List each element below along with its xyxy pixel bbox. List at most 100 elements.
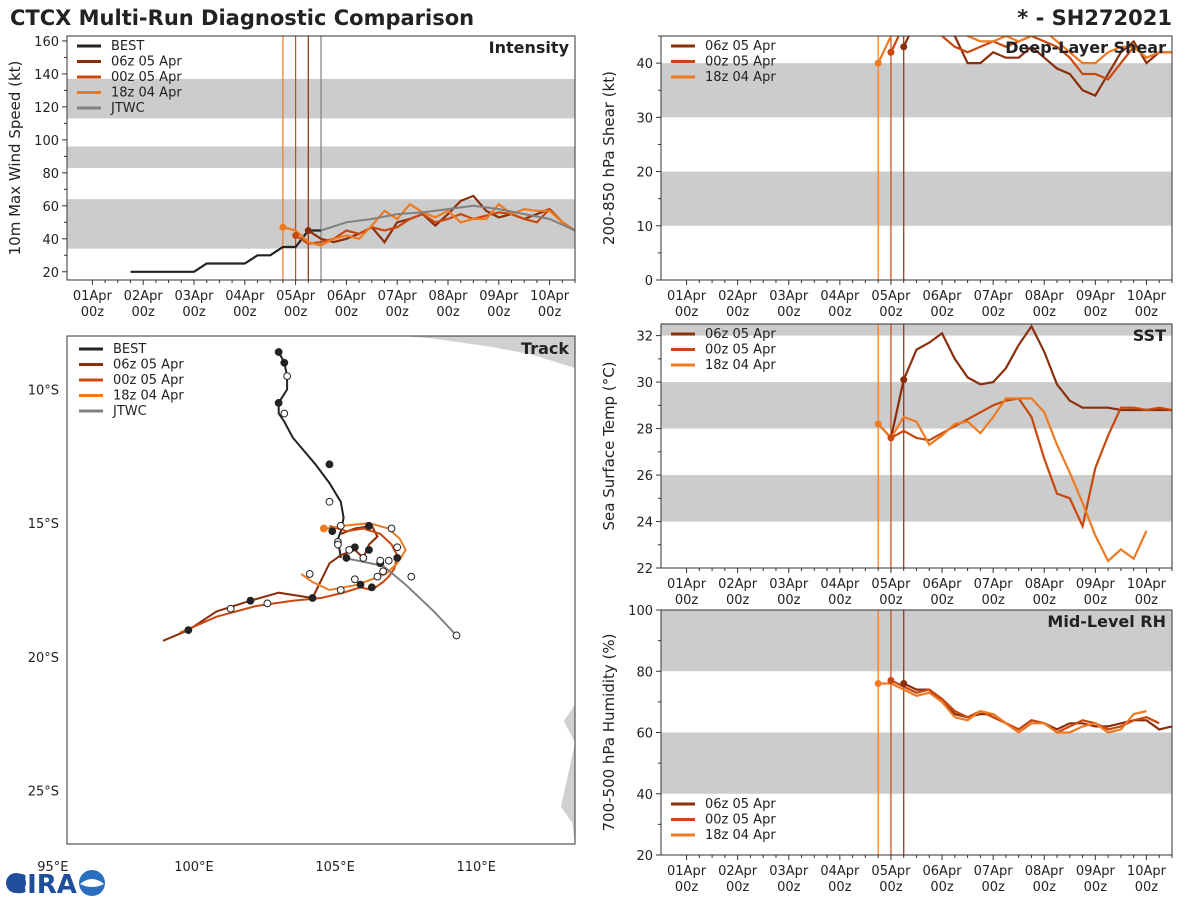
- track-point-00z-05-apr: [305, 570, 314, 578]
- intensity-ytick-label: 100: [34, 134, 59, 149]
- intensity-legend-label-18z-04-apr: 18z 04 Apr: [111, 86, 182, 101]
- rh-start-marker-00z-05-apr: [887, 676, 895, 684]
- track-point-06z-05-apr: [365, 545, 373, 554]
- shear-xtick-hour: 00z: [930, 305, 954, 320]
- intensity-xtick-hour: 00z: [335, 305, 359, 320]
- track-point-00z-05-apr: [336, 521, 345, 530]
- track-ytick-label: 25°S: [28, 785, 59, 800]
- rh-xtick-hour: 00z: [675, 880, 699, 895]
- shear-ytick-label: 10: [636, 220, 653, 235]
- track-point-best: [274, 348, 283, 356]
- sst-xtick-date: 01Apr: [667, 577, 707, 592]
- shear-xtick-date: 07Apr: [974, 289, 1014, 304]
- sst-xtick-hour: 00z: [1135, 593, 1159, 608]
- rh-xtick-date: 07Apr: [974, 864, 1014, 879]
- rh-start-marker-18z-04-apr: [874, 680, 882, 687]
- intensity-xtick-hour: 00z: [182, 305, 206, 320]
- sst-start-marker-00z-05-apr: [887, 434, 895, 442]
- intensity-xtick-date: 09Apr: [479, 289, 519, 304]
- sst-xtick-hour: 00z: [828, 593, 852, 608]
- shear-xtick-hour: 00z: [828, 305, 852, 320]
- intensity-xtick-hour: 00z: [436, 305, 460, 320]
- intensity-ytick-label: 120: [34, 101, 59, 116]
- shear-start-marker-00z-05-apr: [887, 48, 895, 56]
- track-panel-title: Track: [521, 339, 569, 358]
- shear-ytick-label: 0: [645, 274, 653, 289]
- track-point-06z-05-apr: [367, 583, 376, 592]
- rh-xtick-date: 04Apr: [820, 864, 860, 879]
- shear-xtick-date: 06Apr: [923, 289, 963, 304]
- intensity-line-best: [130, 229, 321, 273]
- storm-id: * - SH272021: [1017, 6, 1172, 30]
- sst-band-2: [661, 324, 1172, 336]
- sst-legend-label-00z-05-apr: 00z 05 Apr: [705, 343, 776, 358]
- intensity-panel-title: Intensity: [489, 38, 570, 57]
- sst-panel-title: SST: [1133, 326, 1166, 345]
- intensity-xtick-date: 01Apr: [73, 289, 113, 304]
- shear-legend-label-06z-05-apr: 06z 05 Apr: [705, 39, 776, 54]
- rh-xtick-hour: 00z: [879, 880, 903, 895]
- sst-ytick-label: 32: [636, 330, 653, 345]
- track-legend-label-00z-05-apr: 00z 05 Apr: [113, 373, 184, 388]
- track-legend-label-best: BEST: [113, 342, 146, 357]
- shear-xtick-date: 09Apr: [1076, 289, 1116, 304]
- track-line-00z-05-apr: [179, 524, 399, 634]
- shear-xtick-hour: 00z: [1033, 305, 1057, 320]
- logo-wave-icon: [80, 879, 104, 887]
- track-point-00z-05-apr: [350, 575, 359, 584]
- shear-xtick-date: 01Apr: [667, 289, 707, 304]
- track-point-18z-04-apr: [319, 524, 328, 533]
- intensity-start-marker-00z-05-apr: [292, 231, 300, 239]
- shear-panel-title: Deep-Layer Shear: [1005, 38, 1166, 57]
- rh-line-00z-05-apr: [890, 679, 1160, 734]
- sst-line-06z-05-apr: [889, 324, 1172, 439]
- track-point-00z-05-apr: [263, 599, 272, 608]
- track-point-06z-05-apr: [184, 626, 193, 635]
- track-point-best: [325, 497, 334, 506]
- rh-legend-label-06z-05-apr: 06z 05 Apr: [705, 797, 776, 812]
- rh-xtick-hour: 00z: [726, 880, 750, 895]
- rh-ytick-label: 20: [636, 849, 653, 864]
- shear-xtick-hour: 00z: [981, 305, 1005, 320]
- rh-xtick-hour: 00z: [1084, 880, 1108, 895]
- intensity-series-group: [130, 194, 575, 273]
- intensity-line-jtwc: [320, 204, 575, 232]
- sst-xtick-hour: 00z: [1033, 593, 1057, 608]
- rh-ytick-label: 60: [636, 727, 653, 742]
- sst-xtick-hour: 00z: [777, 593, 801, 608]
- track-map-group: [162, 336, 575, 844]
- rh-xtick-hour: 00z: [930, 880, 954, 895]
- shear-ylabel: 200-850 hPa Shear (kt): [600, 71, 618, 245]
- track-ytick-label: 10°S: [28, 383, 59, 398]
- rh-ylabel: 700-500 hPa Humidity (%): [600, 633, 618, 831]
- track-point-best: [280, 358, 289, 367]
- rh-xtick-date: 03Apr: [769, 864, 809, 879]
- shear-ytick-label: 40: [636, 57, 653, 72]
- sst-xtick-date: 08Apr: [1025, 577, 1065, 592]
- rh-line-18z-04-apr: [878, 682, 1147, 734]
- track-point-00z-05-apr: [345, 545, 354, 554]
- track-line-jtwc: [343, 556, 458, 637]
- shear-xtick-date: 05Apr: [871, 289, 911, 304]
- track-point-best: [274, 398, 283, 407]
- sst-ytick-label: 26: [636, 469, 653, 484]
- track-point-06z-05-apr: [356, 580, 365, 589]
- intensity-ytick-label: 160: [34, 35, 59, 50]
- sst-xtick-hour: 00z: [981, 593, 1005, 608]
- rh-panel: 2040608010001Apr00z02Apr00z03Apr00z04Apr…: [600, 604, 1173, 895]
- track-point-06z-05-apr: [342, 554, 351, 562]
- track-point-06z-05-apr: [246, 596, 255, 605]
- intensity-ytick-label: 40: [42, 233, 59, 248]
- logo-text: CIRA: [8, 870, 77, 900]
- sst-xtick-hour: 00z: [930, 593, 954, 608]
- track-xtick-label: 110°E: [456, 860, 496, 875]
- rh-band-1: [661, 610, 1172, 672]
- shear-line-00z-05-apr: [890, 36, 1172, 81]
- shear-band-0: [661, 171, 1172, 226]
- intensity-legend-label-best: BEST: [111, 39, 144, 54]
- intensity-xtick-date: 10Apr: [530, 289, 570, 304]
- sst-xtick-hour: 00z: [879, 593, 903, 608]
- intensity-ytick-label: 60: [42, 200, 59, 215]
- intensity-start-marker-06z-05-apr: [304, 227, 312, 235]
